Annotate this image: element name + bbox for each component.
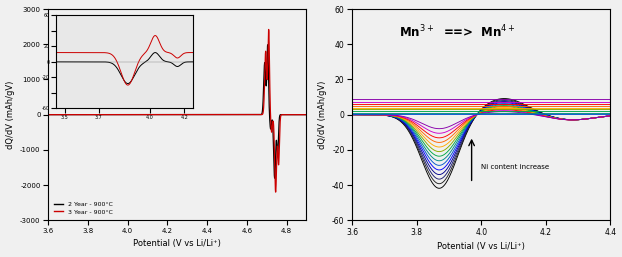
Y-axis label: dQ/dV (mAh/gV): dQ/dV (mAh/gV) [6, 80, 14, 149]
Y-axis label: dQ/dV (mAh/gV): dQ/dV (mAh/gV) [317, 80, 327, 149]
Text: Ni content increase: Ni content increase [481, 164, 549, 170]
Text: Mn$^{3+}$  ==>  Mn$^{4+}$: Mn$^{3+}$ ==> Mn$^{4+}$ [399, 24, 516, 40]
Legend: 2 Year - 900°C, 3 Year - 900°C: 2 Year - 900°C, 3 Year - 900°C [52, 199, 116, 217]
X-axis label: Potential (V vs Li/Li⁺): Potential (V vs Li/Li⁺) [437, 242, 525, 251]
X-axis label: Potential (V vs Li/Li⁺): Potential (V vs Li/Li⁺) [133, 240, 221, 249]
